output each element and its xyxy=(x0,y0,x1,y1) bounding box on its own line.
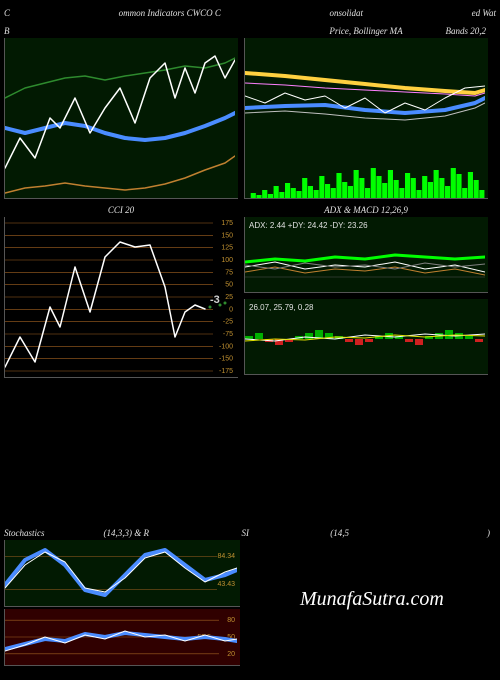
svg-text:125: 125 xyxy=(221,245,233,252)
svg-text:20: 20 xyxy=(227,651,235,658)
stoch-title-e: ) xyxy=(349,528,496,538)
svg-text:-150: -150 xyxy=(219,356,233,363)
svg-text:175: 175 xyxy=(221,220,233,227)
svg-text:-3: -3 xyxy=(210,294,220,306)
pricema-svg xyxy=(245,38,485,198)
cci-svg: 175 150 125 100 75 50 25 0 -25 -75 -100 -150 -175 -3 xyxy=(5,217,235,377)
cci-title: CCI 20 xyxy=(4,203,238,217)
bbands-title: B xyxy=(4,24,10,38)
macd-chart: 26.07, 25.79, 0.28 xyxy=(244,299,488,375)
svg-text:-75: -75 xyxy=(223,331,233,338)
adx-svg: ADX: 2.44 +DY: 24.42 -DY: 23.26 xyxy=(245,217,485,292)
svg-text:50: 50 xyxy=(225,282,233,289)
svg-text:80: 80 xyxy=(227,617,235,624)
hdr-mid1: ommon Indicators CWCO C xyxy=(119,8,221,18)
svg-text:150: 150 xyxy=(221,232,233,239)
hdr-right: ed Wat xyxy=(472,8,496,18)
bbands-chart xyxy=(4,38,238,199)
panel-adxmacd: ADX & MACD 12,26,9 ADX: 2.44 +DY: 24.42 … xyxy=(244,203,488,378)
svg-text:43.43: 43.43 xyxy=(217,581,235,588)
svg-text:75: 75 xyxy=(225,269,233,276)
stoch-title-si: SI xyxy=(149,528,249,538)
svg-text:-100: -100 xyxy=(219,343,233,350)
svg-text:26.07, 25.79, 0.28: 26.07, 25.79, 0.28 xyxy=(249,303,314,312)
svg-text:-175: -175 xyxy=(219,368,233,375)
panel-cci: CCI 20 175 150 125 100 75 50 25 0 -25 -75 -100 -150… xyxy=(4,203,238,378)
stoch-svg: 84.34 43.43 xyxy=(5,540,237,606)
stoch-title-l: Stochastics xyxy=(4,528,59,538)
watermark: MunafaSutra.com xyxy=(300,588,444,611)
pricema-chart xyxy=(244,38,488,199)
stoch-title-r: (14,5 xyxy=(249,528,349,538)
stoch-title-m: (14,3,3) & R xyxy=(59,528,149,538)
rsi-chart: 80502053.5 xyxy=(4,609,240,666)
adx-chart: ADX: 2.44 +DY: 24.42 -DY: 23.26 xyxy=(244,217,488,293)
stoch-chart: 84.34 43.43 xyxy=(4,540,240,607)
panel-bbands: B xyxy=(4,24,238,199)
bbands-svg xyxy=(5,38,235,198)
cci-chart: 175 150 125 100 75 50 25 0 -25 -75 -100 -150 -175 -3 xyxy=(4,217,238,378)
svg-text:0: 0 xyxy=(229,306,233,313)
bbands-title-right: Bands 20,2 xyxy=(446,24,487,38)
page-header: C ommon Indicators CWCO C onsolidat ed W… xyxy=(0,0,500,22)
adx-title: ADX & MACD 12,26,9 xyxy=(244,203,488,217)
svg-text:-25: -25 xyxy=(223,319,233,326)
panel-pricema: Price, Bollinger MA Bands 20,2 xyxy=(244,24,488,199)
svg-text:100: 100 xyxy=(221,257,233,264)
svg-text:25: 25 xyxy=(225,294,233,301)
svg-text:ADX: 2.44 +DY: 24.42 -DY: 2: ADX: 2.44 +DY: 24.42 -DY: 23.26 xyxy=(249,221,368,230)
svg-text:84.34: 84.34 xyxy=(217,553,235,560)
hdr-mid2: onsolidat xyxy=(329,8,363,18)
macd-svg: 26.07, 25.79, 0.28 xyxy=(245,299,485,374)
rsi-svg: 80502053.5 xyxy=(5,609,237,665)
hdr-left: C xyxy=(4,8,10,18)
